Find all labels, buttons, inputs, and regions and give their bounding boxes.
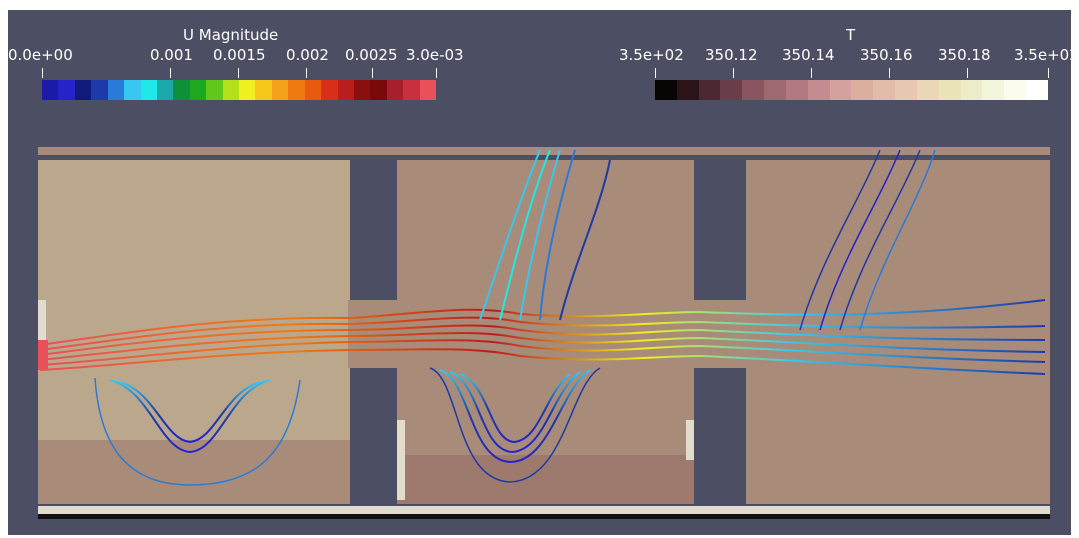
colorbar-t-tickmark [733,68,734,78]
colorbar-swatch [271,80,289,100]
colorbar-u-tick: 0.0e+00 [8,46,73,64]
pillar-1-bottom [350,368,397,504]
colorbar-u-tick: 0.0015 [213,46,266,64]
colorbar-swatch [960,80,983,100]
colorbar-swatch [829,80,852,100]
colorbar-swatch [742,80,765,100]
colorbar-swatch [1026,80,1048,100]
colorbar-t-tick: 350.12 [705,46,758,64]
colorbar-swatch [288,80,305,100]
top-gap-1 [38,155,1050,160]
colorbar-swatch [206,80,223,100]
colorbar-swatch [58,80,75,100]
colorbar-t-tick: 350.18 [938,46,991,64]
colorbar-u-tickmark [372,68,373,78]
room-1-warm-zone [38,440,350,504]
colorbar-u-tick: 0.001 [150,46,193,64]
colorbar-swatch [255,80,272,100]
colorbar-swatch [785,80,808,100]
colorbar-swatch [337,80,355,100]
colorbar-swatch [239,80,256,100]
colorbar-t-title: T [846,26,856,44]
colorbar-swatch [873,80,896,100]
colorbar-t-tickmark [655,68,656,78]
colorbar-swatch [720,80,743,100]
pillar-2-bottom [694,368,746,504]
streamlines-recirc-1 [94,377,301,486]
colorbar-swatch [189,80,207,100]
colorbar-swatch [222,80,240,100]
colorbar-t [655,80,1048,100]
colorbar-t-tickmark [889,68,890,78]
colorbar-t-tick: 350.16 [860,46,913,64]
colorbar-swatch [140,80,157,100]
colorbar-swatch [156,80,174,100]
colorbar-u-tick: 0.0025 [345,46,398,64]
colorbar-swatch [982,80,1005,100]
colorbar-swatch [74,80,92,100]
colorbar-swatch [676,80,699,100]
top-wall [38,147,1050,155]
colorbar-swatch [354,80,371,100]
colorbar-t-tickmark [967,68,968,78]
colorbar-u-tickmark [42,68,43,78]
colorbar-swatch [938,80,961,100]
colorbar-u-tickmark [170,68,171,78]
colorbar-t-tickmark [1048,68,1049,78]
colorbar-swatch [851,80,874,100]
streamlines-up-3 [799,149,936,331]
colorbar-u-tick: 3.0e-03 [406,46,464,64]
streamlines-up-2 [479,149,611,321]
colorbar-swatch [764,80,786,100]
colorbar-t-tick: 3.5e+02 [1014,46,1079,64]
colorbar-swatch [370,80,387,100]
colorbar-swatch [173,80,190,100]
colorbar-u-title: U Magnitude [183,26,279,44]
colorbar-swatch [1004,80,1027,100]
colorbar-t-tick: 350.14 [782,46,835,64]
colorbar-swatch [698,80,721,100]
wall-patch-3 [686,420,694,460]
colorbar-swatch [419,80,436,100]
pillar-2-top [694,160,746,300]
colorbar-t-tickmark [811,68,812,78]
colorbar-t-tick: 3.5e+02 [619,46,684,64]
colorbar-swatch [107,80,125,100]
pillar-1-top [350,160,397,300]
wall-patch-1 [38,300,46,340]
colorbar-swatch [403,80,420,100]
colorbar-swatch [42,80,59,100]
colorbar-swatch [321,80,338,100]
streamlines-recirc-2 [429,367,601,483]
colorbar-u-tick: 0.002 [286,46,329,64]
colorbar-swatch [916,80,939,100]
colorbar-u-tickmark [306,68,307,78]
wall-patch-2 [397,420,405,500]
colorbar-u-tickmark [238,68,239,78]
colorbar-swatch [895,80,917,100]
colorbar-swatch [807,80,830,100]
room-3 [746,160,1050,504]
passage-1 [348,300,400,368]
colorbar-swatch [91,80,108,100]
colorbar-u [42,80,436,100]
colorbar-u-tickmark [436,68,437,78]
colorbar-swatch [304,80,322,100]
bottom-black-edge [38,514,1050,519]
colorbar-swatch [124,80,141,100]
colorbar-swatch [655,80,677,100]
colorbar-swatch [386,80,404,100]
